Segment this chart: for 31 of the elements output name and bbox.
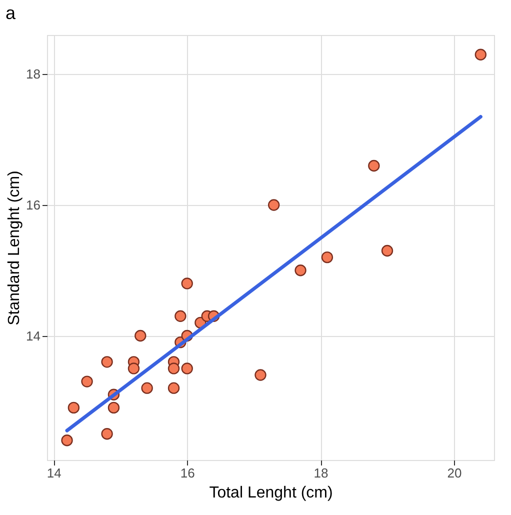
point [174, 310, 186, 322]
point [268, 199, 280, 211]
point [254, 369, 266, 381]
point [81, 376, 93, 388]
point [168, 362, 180, 374]
point [101, 428, 113, 440]
point [294, 264, 306, 276]
point [181, 278, 193, 290]
point [321, 251, 334, 264]
y-axis-title: Standard Lenght (cm) [6, 170, 24, 326]
y-tick-label: 16 [26, 198, 40, 212]
x-tick-label: 14 [46, 466, 62, 480]
point [368, 160, 380, 172]
point [108, 402, 120, 414]
point [68, 402, 80, 414]
x-axis-title: Total Lenght (cm) [209, 484, 333, 502]
point [101, 356, 113, 368]
point [128, 362, 140, 374]
x-tick-label: 16 [180, 466, 195, 480]
point [61, 434, 73, 446]
point [474, 48, 486, 60]
point [141, 382, 153, 394]
x-tick-label: 18 [314, 466, 328, 480]
y-tick-label: 14 [26, 328, 40, 344]
y-tick-label: 18 [26, 66, 40, 82]
point [134, 330, 146, 342]
point [381, 244, 394, 257]
point [168, 382, 180, 394]
chart-title: a [6, 3, 17, 23]
point [181, 362, 193, 374]
x-tick-label: 20 [447, 466, 462, 480]
